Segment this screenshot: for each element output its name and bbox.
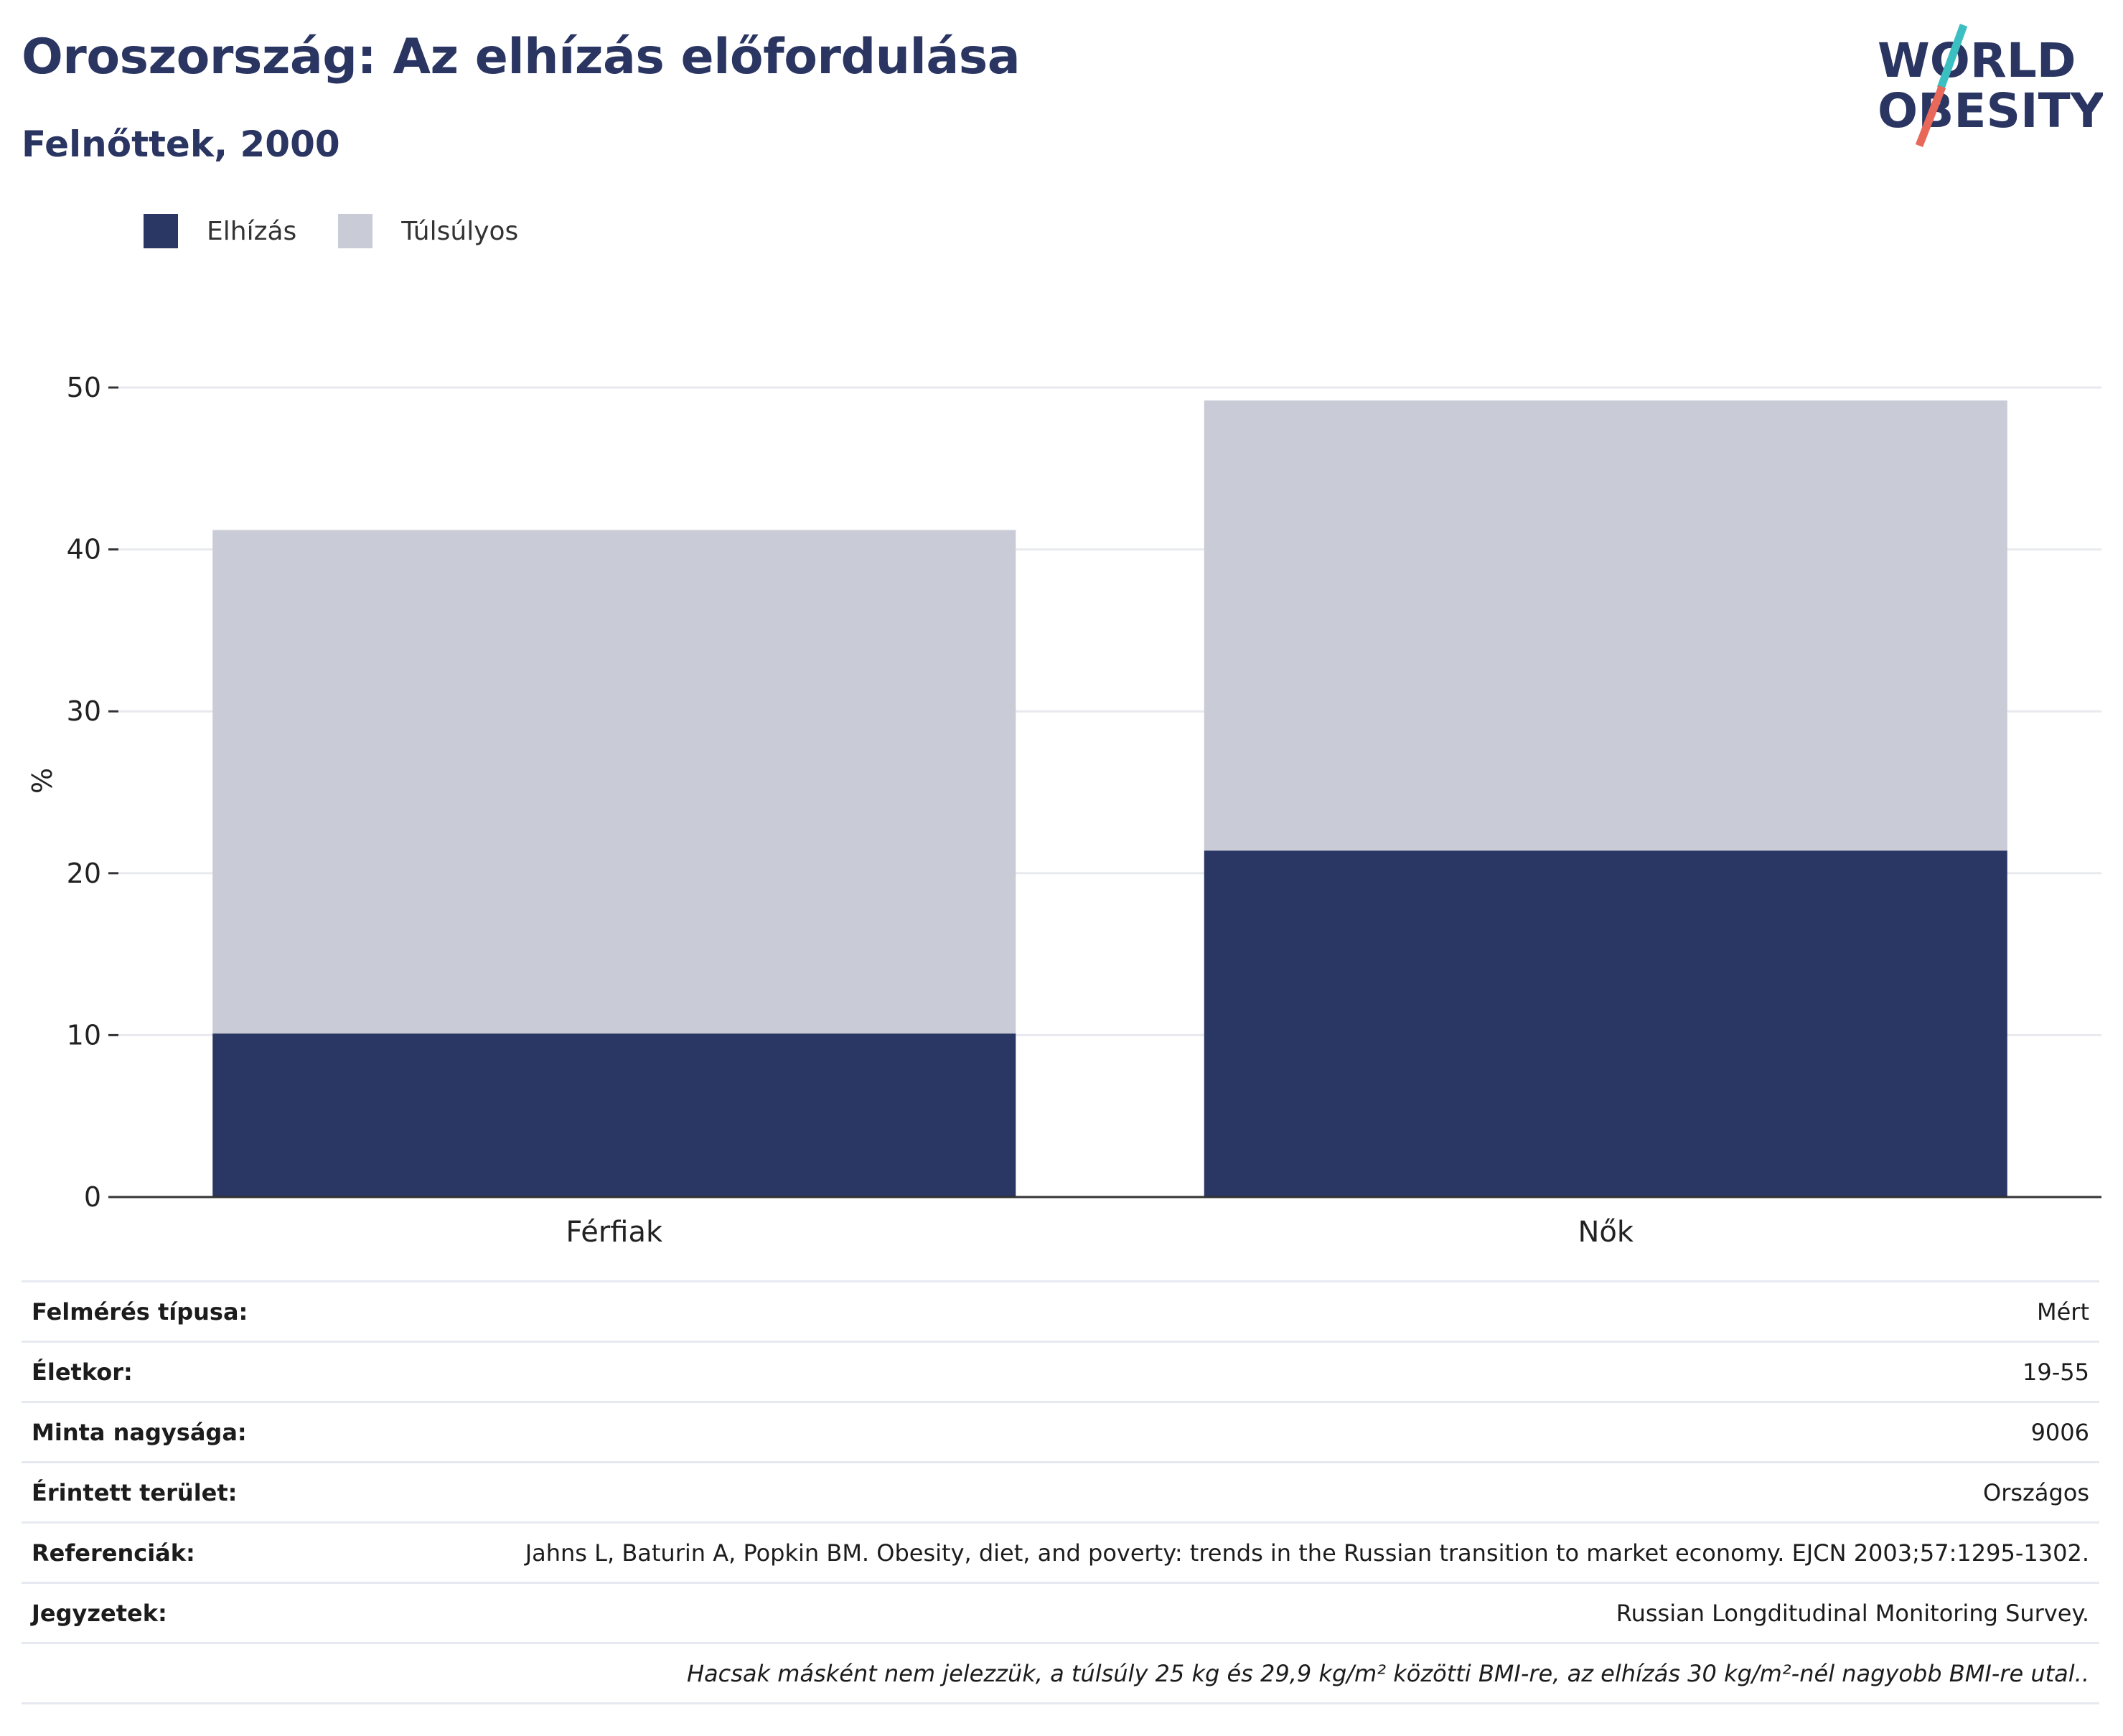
info-value: Jahns L, Baturin A, Popkin BM. Obesity, … — [300, 1521, 2099, 1583]
info-row: Felmérés típusa: Mért — [22, 1280, 2099, 1342]
footnote-row: Hacsak másként nem jelezzük, a túlsúly 2… — [22, 1642, 2099, 1704]
bar-overweight-0 — [212, 530, 1016, 1034]
info-key: Érintett terület: — [22, 1461, 300, 1523]
stacked-bar-chart: % 0 10 20 30 40 50 Férfiak Nők — [27, 372, 2101, 1249]
info-row: Érintett terület: Országos — [22, 1461, 2099, 1523]
legend-swatch-obesity — [144, 214, 178, 248]
info-row: Minta nagysága: 9006 — [22, 1401, 2099, 1463]
bar-obesity-1 — [1204, 850, 2007, 1197]
x-category-label: Férfiak — [566, 1216, 663, 1249]
info-key: Minta nagysága: — [22, 1401, 300, 1463]
logo-line2: OBESITY — [1878, 83, 2103, 139]
info-key: Jegyzetek: — [22, 1582, 300, 1643]
legend-label-obesity: Elhízás — [207, 216, 297, 246]
info-row: Referenciák: Jahns L, Baturin A, Popkin B… — [22, 1521, 2099, 1583]
info-key: Életkor: — [22, 1341, 300, 1402]
x-category-label: Nők — [1578, 1216, 1634, 1249]
legend-item-overweight[interactable]: Túlsúlyos — [338, 214, 518, 248]
chart-title: Oroszország: Az elhízás előfordulása — [22, 29, 1021, 85]
y-tick-label: 20 — [67, 858, 101, 889]
info-key: Felmérés típusa: — [22, 1280, 300, 1342]
info-value: Országos — [300, 1461, 2099, 1523]
info-row: Jegyzetek: Russian Longditudinal Monitori… — [22, 1582, 2099, 1643]
logo-red-slash — [1915, 85, 1946, 147]
y-tick-label: 50 — [67, 372, 101, 403]
y-tick-label: 0 — [84, 1181, 101, 1213]
y-tick-label: 30 — [67, 695, 101, 727]
info-value: Mért — [300, 1280, 2099, 1342]
legend-item-obesity[interactable]: Elhízás — [144, 214, 296, 248]
footnote: Hacsak másként nem jelezzük, a túlsúly 2… — [22, 1642, 2099, 1704]
bar-overweight-1 — [1204, 400, 2007, 851]
bar-obesity-0 — [212, 1033, 1016, 1197]
info-row: Életkor: 19-55 — [22, 1341, 2099, 1402]
logo-line1: WORLD — [1878, 33, 2076, 88]
y-tick-label: 10 — [67, 1019, 101, 1051]
logo-teal-slash — [1936, 24, 1968, 90]
y-tick-label: 40 — [67, 534, 101, 566]
info-key: Referenciák: — [22, 1521, 300, 1583]
chart-subtitle: Felnőttek, 2000 — [22, 123, 340, 165]
legend-label-overweight: Túlsúlyos — [401, 216, 519, 246]
info-value: 9006 — [300, 1401, 2099, 1463]
survey-info-table: Felmérés típusa: Mért Életkor: 19-55 Minta n… — [22, 1280, 2099, 1704]
chart-legend: Elhízás Túlsúlyos — [144, 214, 560, 248]
world-obesity-logo: WORLD OBESITY — [1878, 24, 2103, 147]
info-value: Russian Longditudinal Monitoring Survey. — [300, 1582, 2099, 1643]
legend-swatch-overweight — [338, 214, 373, 248]
info-value: 19-55 — [300, 1341, 2099, 1402]
y-axis-label: % — [27, 768, 58, 794]
